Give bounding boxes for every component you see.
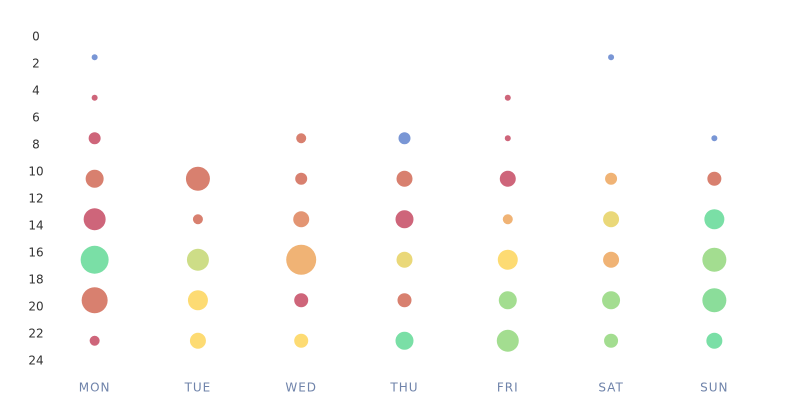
y-tick-label: 14	[28, 219, 43, 233]
y-tick-label: 10	[28, 165, 43, 179]
y-tick-label: 22	[28, 327, 43, 341]
bubble	[504, 135, 511, 142]
bubble	[395, 210, 414, 229]
bubble	[295, 172, 308, 185]
bubble	[706, 332, 723, 349]
y-tick-label: 8	[32, 138, 40, 152]
bubble	[189, 332, 206, 349]
bubble	[603, 251, 620, 268]
bubble	[296, 133, 307, 144]
bubble	[603, 211, 620, 228]
x-tick-label: WED	[285, 381, 317, 395]
bubble	[186, 248, 209, 271]
bubble	[286, 244, 317, 275]
y-tick-label: 6	[32, 111, 40, 125]
bubble	[81, 287, 108, 314]
bubble	[80, 245, 109, 274]
bubble	[395, 331, 414, 350]
bubble	[398, 132, 411, 145]
bubble	[294, 293, 309, 308]
x-tick-label: SAT	[598, 381, 623, 395]
bubble	[498, 291, 517, 310]
bubble	[497, 249, 518, 270]
bubble	[504, 94, 511, 101]
bubble	[704, 209, 725, 230]
x-tick-label: THU	[389, 381, 418, 395]
bubble	[83, 208, 106, 231]
x-tick-label: SUN	[700, 381, 728, 395]
bubble	[91, 54, 98, 61]
bubble	[397, 293, 412, 308]
bubble	[702, 247, 727, 272]
bubble	[502, 214, 513, 225]
bubble	[293, 211, 310, 228]
bubble	[88, 132, 101, 145]
bubble	[187, 290, 208, 311]
y-tick-label: 0	[32, 30, 40, 44]
y-tick-label: 18	[28, 273, 43, 287]
bubble	[702, 288, 727, 313]
y-tick-label: 2	[32, 57, 40, 71]
bubble	[499, 170, 516, 187]
bubble	[608, 54, 615, 61]
bubble	[711, 135, 718, 142]
y-tick-label: 4	[32, 84, 40, 98]
bubble	[605, 172, 618, 185]
bubble	[496, 329, 519, 352]
bubble	[192, 214, 203, 225]
bubble	[294, 333, 309, 348]
y-tick-label: 20	[28, 300, 43, 314]
bubble	[604, 333, 619, 348]
bubble	[91, 94, 98, 101]
bubble	[602, 291, 621, 310]
bubble	[89, 335, 100, 346]
y-tick-label: 16	[28, 246, 43, 260]
bubble	[396, 170, 413, 187]
bubble	[85, 169, 104, 188]
y-tick-label: 24	[28, 354, 43, 368]
y-tick-label: 12	[28, 192, 43, 206]
bubble	[396, 251, 413, 268]
x-tick-label: TUE	[184, 381, 212, 395]
bubble	[185, 166, 210, 191]
bubble	[707, 171, 722, 186]
x-tick-label: MON	[79, 381, 111, 395]
x-tick-label: FRI	[497, 381, 519, 395]
